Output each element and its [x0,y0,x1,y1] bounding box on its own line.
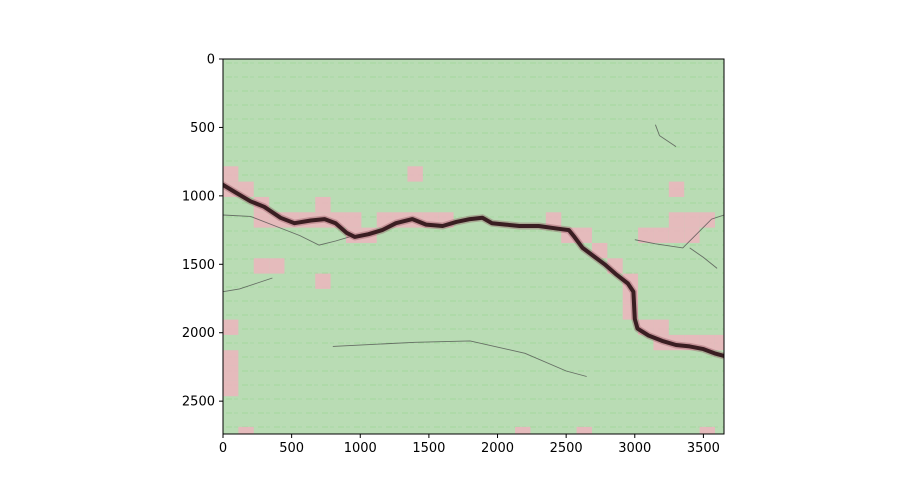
x-tick-label: 3000 [618,441,651,456]
thin-crack-line [223,277,273,293]
flagged-cell [638,227,654,243]
flagged-cell [253,258,270,274]
flagged-cell [591,242,608,259]
x-tick-label: 1500 [412,441,445,456]
flagged-cell [315,273,331,289]
flagged-cell [315,196,331,213]
flagged-cell [576,227,592,243]
thin-cracks [223,124,724,377]
flagged-cell [407,166,423,182]
y-tick-label: 500 [190,121,215,136]
flagged-cell [653,227,669,243]
flagged-cell [223,166,239,182]
flagged-cell [238,181,254,197]
flagged-cell [223,319,239,335]
x-tick-label: 2000 [481,441,514,456]
flagged-cell [699,426,715,434]
flagged-cell [622,273,639,289]
x-tick-label: 1000 [344,441,377,456]
flagged-cell [223,365,239,381]
thin-crack-line [654,124,677,147]
thin-crack-line [689,247,718,269]
flagged-cell [515,426,531,434]
flagged-cell [684,227,700,243]
x-tick-label: 0 [219,441,227,456]
flagged-cell [238,426,254,434]
thin-crack-line [634,214,724,249]
x-axis: 0 500 1000 1500 2000 2500 3000 3500 [219,434,720,456]
y-tick-label: 2500 [182,395,215,410]
main-crack [223,181,724,360]
flagged-cell [714,334,724,351]
y-tick-label: 1500 [182,258,215,273]
x-tick-label: 2500 [550,441,583,456]
x-tick-label: 500 [279,441,304,456]
flagged-cell [668,227,685,243]
thin-crack-line [332,340,587,377]
flagged-cell [699,334,715,351]
flagged-cell [253,212,270,228]
flagged-cell [668,181,685,197]
flagged-cell [223,380,239,397]
flagged-cell [223,350,239,366]
y-axis: 0 500 1000 1500 2000 2500 [182,53,223,410]
flagged-cell [345,212,362,228]
y-tick-label: 2000 [182,326,215,341]
thin-crack-line [223,214,350,246]
y-tick-label: 1000 [182,189,215,204]
flagged-cell [668,212,685,228]
flagged-cell [684,212,700,228]
x-tick-label: 3500 [687,441,720,456]
plot-area [223,59,724,434]
grid-texture [223,59,724,434]
main-crack-line [223,182,724,358]
flagged-cell [269,258,285,274]
plot-frame [222,58,725,435]
flagged-cell [376,212,393,228]
flagged-cell [545,212,562,228]
flagged-cell [576,426,592,434]
y-tick-label: 0 [207,53,215,68]
flagged-cell [653,319,669,335]
flagged-cell [699,212,715,228]
